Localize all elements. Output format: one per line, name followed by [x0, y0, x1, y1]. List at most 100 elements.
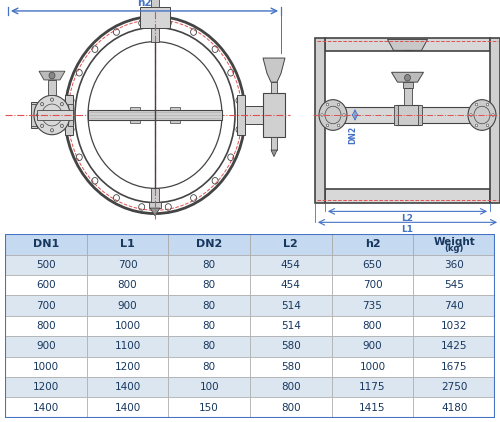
Bar — [5, 398, 86, 418]
Bar — [271, 137, 277, 150]
Text: 580: 580 — [281, 341, 300, 352]
Text: 100: 100 — [200, 382, 219, 392]
Bar — [168, 357, 250, 377]
Bar — [332, 316, 413, 336]
Bar — [168, 377, 250, 398]
Text: 900: 900 — [36, 341, 56, 352]
Bar — [332, 336, 413, 357]
Text: 1175: 1175 — [359, 382, 386, 392]
Text: 1032: 1032 — [441, 321, 468, 331]
Circle shape — [404, 74, 410, 81]
Bar — [65, 95, 73, 135]
Circle shape — [34, 95, 70, 135]
Text: 700: 700 — [36, 300, 56, 311]
Bar — [245, 106, 265, 124]
Text: h2: h2 — [137, 0, 152, 8]
Bar — [86, 336, 168, 357]
Text: 4180: 4180 — [441, 403, 468, 413]
Text: L2: L2 — [402, 214, 413, 222]
Text: 360: 360 — [444, 260, 464, 270]
Bar — [414, 336, 495, 357]
Bar — [414, 295, 495, 316]
Bar — [332, 398, 413, 418]
Bar — [88, 110, 222, 120]
Bar — [168, 398, 250, 418]
Bar — [5, 336, 86, 357]
Text: 1675: 1675 — [441, 362, 468, 372]
Circle shape — [470, 114, 472, 116]
Circle shape — [486, 103, 488, 106]
Bar — [332, 254, 413, 275]
Bar — [414, 398, 495, 418]
Bar — [5, 357, 86, 377]
Text: 1100: 1100 — [114, 341, 140, 352]
Text: 514: 514 — [281, 321, 301, 331]
Polygon shape — [271, 150, 277, 157]
Text: 900: 900 — [118, 300, 138, 311]
Bar — [414, 357, 495, 377]
Bar — [250, 234, 332, 254]
Text: 800: 800 — [281, 403, 300, 413]
Bar — [86, 377, 168, 398]
Bar — [86, 234, 168, 254]
Bar — [86, 275, 168, 295]
Circle shape — [486, 124, 488, 127]
Bar — [250, 377, 332, 398]
Text: 735: 735 — [362, 300, 382, 311]
Bar — [86, 254, 168, 275]
Bar — [86, 295, 168, 316]
Bar — [68, 104, 73, 126]
Text: 1400: 1400 — [114, 382, 140, 392]
Bar — [404, 88, 411, 105]
Polygon shape — [150, 208, 160, 216]
Text: 80: 80 — [202, 280, 215, 290]
Bar — [5, 234, 86, 254]
Text: Weight: Weight — [434, 237, 475, 247]
Bar — [168, 234, 250, 254]
Bar — [31, 102, 37, 128]
Bar — [151, 0, 159, 7]
Text: 1425: 1425 — [441, 341, 468, 352]
Bar — [149, 202, 161, 208]
Bar — [48, 80, 56, 95]
Bar — [332, 275, 413, 295]
Text: h2: h2 — [364, 239, 380, 249]
Circle shape — [321, 114, 323, 116]
Circle shape — [492, 114, 494, 116]
Bar — [5, 275, 86, 295]
Text: 80: 80 — [202, 321, 215, 331]
Text: 900: 900 — [362, 341, 382, 352]
Bar — [130, 107, 140, 110]
Bar — [325, 107, 490, 123]
Bar — [130, 120, 140, 123]
Text: 580: 580 — [281, 362, 300, 372]
Bar — [414, 377, 495, 398]
Bar — [86, 357, 168, 377]
Bar — [31, 104, 36, 126]
Text: DN2: DN2 — [196, 239, 222, 249]
Text: 545: 545 — [444, 280, 464, 290]
Text: 800: 800 — [281, 382, 300, 392]
Text: 80: 80 — [202, 341, 215, 352]
Circle shape — [49, 72, 55, 79]
Bar — [5, 295, 86, 316]
Circle shape — [468, 100, 496, 130]
Text: L2: L2 — [284, 239, 298, 249]
Bar — [414, 234, 495, 254]
Circle shape — [319, 100, 347, 130]
Bar — [168, 336, 250, 357]
Text: DN2: DN2 — [348, 126, 358, 144]
Polygon shape — [392, 72, 424, 82]
Bar — [37, 110, 73, 120]
Bar — [332, 357, 413, 377]
Bar — [168, 316, 250, 336]
Text: 1000: 1000 — [360, 362, 386, 372]
Bar — [5, 316, 86, 336]
Bar — [250, 336, 332, 357]
Bar — [5, 377, 86, 398]
Text: 800: 800 — [36, 321, 56, 331]
Bar — [402, 82, 412, 88]
Bar — [250, 295, 332, 316]
Bar — [332, 234, 413, 254]
Text: DN1: DN1 — [32, 239, 59, 249]
